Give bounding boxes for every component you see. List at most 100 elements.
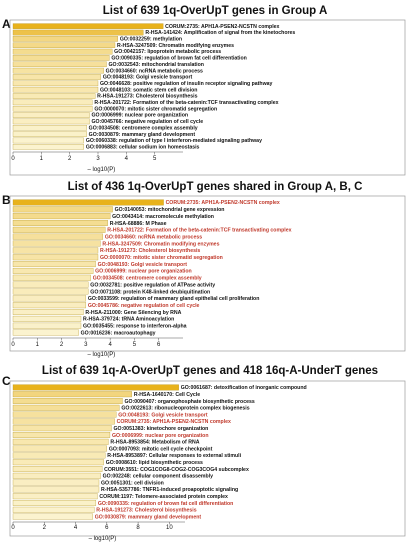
panel-b-term-label: GO:0016236: macroautophagy [81, 330, 156, 336]
panel-b-term-label: GO:0034508: centromere complex assembly [93, 276, 202, 282]
panel-b-bar-go-0033599-regulation-of-mammary-gland-e [12, 295, 87, 302]
panel-a-bar-r-hsa-201722-formation-of-the-beta-caten [12, 99, 93, 106]
panel-a-term-label: GO:0048193: Golgi vesicle transport [103, 75, 193, 81]
panel-c-bar-go-002248-cellular-component-disassembly [12, 472, 101, 479]
panel-a-bar-go-0034660-ncrna-metabolic-process [12, 67, 104, 74]
panel-b-tick-label: 2 [60, 342, 64, 348]
panel-b-term-label: GO:0000070: mitotic sister chromatid seg… [100, 255, 223, 261]
panel-a-bar-go-0032543-mitochondrial-translation [12, 61, 107, 68]
panel-a-bar-go-0034508-centromere-complex-assembly [12, 125, 87, 131]
title-panel-c: List of 639 1q-A-OverUpT genes and 418 1… [42, 365, 378, 377]
panel-c-x-label: – log10(P) [89, 536, 117, 542]
panel-c-tick-label: 8 [136, 525, 140, 531]
panel-a-frame [9, 19, 406, 176]
panel-c-term-label: R-HSA-191273: Cholesterol biosynthesis [96, 508, 196, 514]
panel-b-bar-r-hsa-211000-gene-silencing-by-rna [12, 309, 84, 315]
panel-b-x-label: – log10(P) [88, 352, 116, 358]
title-panel-a: List of 639 1q-OverUpT genes in Group A [103, 5, 328, 17]
panel-c-bar-go-0022613-ribonucleoprotein-complex-bio [12, 404, 120, 411]
panel-c-term-label: GO:002248: cellular component disassembl… [103, 474, 214, 480]
panel-c-bar-go-0006999-nuclear-pore-organization [12, 432, 111, 438]
panel-a-bar-r-hsa-191273-cholesterol-biosynthesis [12, 93, 96, 99]
panel-c-term-label: R-HSA-8953854: Metabolism of RNA [110, 440, 199, 446]
panel-c-bar-chart: GO:0061687: detoxification of inorganic … [9, 380, 406, 542]
panel-b-bar-r-hsa-68886-m-phase [12, 220, 108, 226]
title-panel-b: List of 436 1q-OverUpT genes shared in G… [68, 181, 363, 193]
panel-b-term-label: GO:0034660: ncRNA metabolic process [105, 234, 202, 240]
panel-b-tick-label: 4 [108, 342, 112, 348]
panel-c-term-label: GO:0030879: mammary gland development [95, 514, 202, 520]
panel-b-bar-r-hsa-201722-formation-of-the-beta-caten [12, 226, 106, 233]
panel-c-term-label: GO:0006999: nuclear pore organization [112, 433, 209, 439]
panel-b-bar-go-0006999-nuclear-pore-organization [12, 267, 94, 274]
panel-a-term-label: GO:0045766: negative regulation of cell … [92, 119, 204, 125]
panel-c-bar-go-0030879-mammary-gland-development [12, 513, 93, 520]
panel-b-bar-go-0048193-golgi-vesicle-transport [12, 261, 96, 268]
panel-b-tick-label: 6 [157, 342, 161, 348]
panel-a-tick-label: 4 [125, 156, 129, 162]
panel-c-term-label: GO:0051383: kinetochore organization [114, 426, 209, 432]
panel-a-bar-r-hsa-3247509-chromatin-modifying-enzyme [12, 42, 116, 48]
panel-b-bar-go-0000070-mitotic-sister-chromatid-segr [12, 254, 99, 261]
panel-c-term-label: GO:0008610: lipid biosynthetic process [106, 460, 203, 466]
panel-c-bar-go-0007093-mitotic-cell-cycle-checkpoint [12, 445, 107, 452]
panel-a-term-label: R-HSA-3247509: Chromatin modifying enzym… [117, 43, 234, 49]
panel-b-term-label: GO:0032781: positive regulation of ATPas… [90, 282, 215, 288]
panel-c-term-label: GO:0048193: Golgi vesicle transport [118, 412, 208, 418]
panel-b-term-label: R-HSA-211000: Gene Silencing by RNA [85, 310, 181, 316]
panel-b-term-label: CORUM:2735: APH1A-PSEN2-NCSTN complex [166, 200, 280, 206]
panel-b-bar-go-0035455-response-to-interferon-alpha [12, 322, 82, 329]
panel-a-bar-go-0006999-nuclear-pore-organization [12, 112, 90, 118]
panel-b-bar-chart: CORUM:2735: APH1A-PSEN2-NCSTN complexGO:… [9, 195, 406, 358]
panel-a-bar-go-0042157-lipoprotein-metabolic-process [12, 48, 113, 55]
panel-a-bar-go-0048103-somatic-stem-cell-division [12, 86, 99, 93]
panel-c-bar-r-hsa-8953897-cellular-responses-to-exte [12, 452, 106, 459]
panel-a-term-label: GO:0048103: somatic stem cell division [100, 87, 197, 93]
panel-c-term-label: GO:0090407: organophosphate biosynthetic… [124, 399, 254, 405]
panel-b-term-label: R-HSA-68886: M Phase [110, 221, 167, 227]
panel-b-term-label: GO:0006999: nuclear pore organization [95, 269, 192, 275]
panel-a-bar-go-0090335-regulation-of-brown-fat-cell- [12, 55, 110, 61]
panel-b-term-label: GO:0140053: mitochondrial gene expressio… [115, 207, 225, 213]
panel-b-bar-go-0140053-mitochondrial-gene-expression [12, 206, 113, 213]
panel-b-bar-r-hsa-3247509-chromatin-modifying-enzyme [12, 240, 101, 247]
panel-c-frame [9, 380, 406, 537]
panel-c-bar-go-0090407-organophosphate-biosynthetic- [12, 398, 123, 404]
panel-a-tick-label: 1 [40, 156, 44, 162]
panel-a-term-label: GO:0034508: centromere complex assembly [89, 125, 198, 131]
panel-c-term-label: CORUM:3551: COG1COG8-COG2-COG3COG4 subco… [104, 467, 249, 473]
panel-b-tick-label: 0 [11, 342, 15, 348]
panel-a-term-label: GO:0046628: positive regulation of insul… [100, 81, 272, 87]
panel-b-term-label: R-HSA-3247509: Chromatin modifying enzym… [102, 241, 219, 247]
panel-a-term-label: GO:0030879: mammary gland development [89, 132, 196, 138]
panel-b-term-label: GO:0035455: response to interferon-alpha [83, 324, 187, 330]
panel-c-tick-label: 2 [43, 525, 47, 531]
panel-a-term-label: GO:0060338: regulation of type I interfe… [86, 138, 262, 144]
panel-a-tick-label: 2 [68, 156, 72, 162]
panel-b-bar-corum-2735-aph1a-psen2-ncstn-complex [12, 199, 164, 206]
panel-b-bar-go-0032781-positive-regulation-of-atpase [12, 281, 89, 288]
panel-c-term-label: R-HSA-8953897: Cellular responses to ext… [107, 453, 241, 459]
panel-b-frame [9, 195, 406, 352]
panel-b-term-label: R-HSA-191273: Cholesterol biosynthesis [100, 248, 200, 254]
panel-c-bar-corum-2735-aph1a-psen2-ncstn-complex [12, 418, 115, 425]
panel-a-bar-go-0006883-cellular-sodium-ion-homeostas [12, 144, 84, 150]
panel-b-bar-go-0016236-macroautophagy [12, 329, 79, 336]
panel-a-term-label: GO:0090335: regulation of brown fat cell… [111, 56, 246, 62]
panel-a-tick-label: 3 [96, 156, 100, 162]
panel-b-bar-r-hsa-379724-trna-aminoacylation [12, 315, 82, 322]
panel-a-term-label: GO:0032259: methylation [120, 37, 182, 43]
panel-b-term-label: R-HSA-379724: tRNA Aminoacylation [83, 317, 174, 323]
panel-c-term-label: GO:0051301: cell division [101, 480, 164, 486]
panel-c-bar-go-0051301-cell-division [12, 479, 100, 486]
panel-a-term-label: R-HSA-141424: Amplification of signal fr… [145, 30, 295, 36]
panel-b-term-label: GO:0043414: macromolecule methylation [112, 214, 214, 220]
panel-a-bar-go-0046628-positive-regulation-of-insuli [12, 80, 99, 87]
panel-a-bar-go-0045766-negative-regulation-of-cell-c [12, 118, 90, 125]
panel-b-tick-label: 3 [84, 342, 88, 348]
panel-c-term-label: R-HSA-1640170: Cell Cycle [134, 392, 200, 398]
panel-c-term-label: GO:0022613: ribonucleoprotein complex bi… [121, 406, 249, 412]
panel-b-bar-go-0045786-negative-regulation-of-cell-c [12, 302, 87, 309]
panel-c-term-label: R-HSA-5357786: TNFR1-induced proapoptoti… [101, 487, 238, 493]
